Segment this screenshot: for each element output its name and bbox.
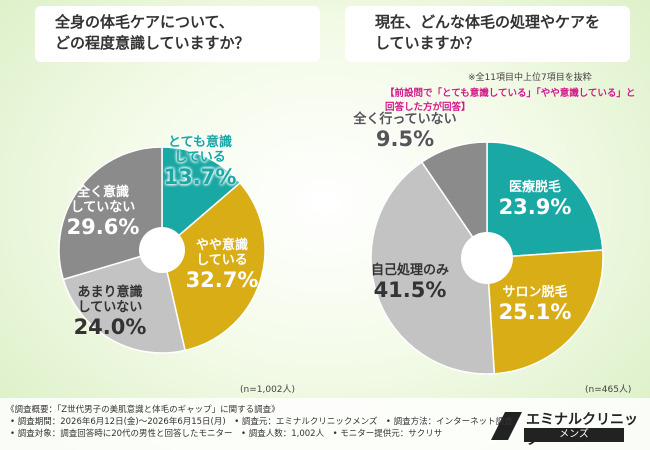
slice-value: 41.5%	[373, 278, 447, 302]
slice-value: 9.5%	[375, 127, 435, 151]
slice-value: 32.7%	[185, 268, 259, 292]
pie-slice	[161, 146, 242, 252]
slice-label: 全く意識 していない	[70, 185, 136, 215]
logo-mark	[491, 412, 522, 440]
logo-name: エミナルクリニック	[526, 412, 638, 448]
slice-value: 29.6%	[66, 215, 140, 239]
slice-label: とても意識 している	[168, 135, 232, 165]
logo-sub: メンズ	[559, 429, 589, 440]
slice-label: 医療脱毛	[508, 180, 561, 195]
donut-hole	[139, 227, 185, 273]
slice-label: 全く行っていない	[353, 112, 457, 127]
note: (n=1,002人)	[240, 385, 296, 395]
pie-slice	[486, 141, 604, 259]
footer-line: • 調査期間：2026年6月12日(金)～2026年6月15日(月) • 調査元…	[10, 417, 513, 427]
pie-slice	[62, 249, 186, 354]
note: (n=465人)	[585, 385, 632, 395]
note: 【前設問で「とても意識している」「やや意識している」と 回答した方が回答】	[385, 88, 636, 113]
slice-value: 24.0%	[73, 315, 147, 339]
slice-label: あまり意識 していない	[77, 285, 143, 315]
pie-slice	[420, 141, 488, 261]
slice-label: サロン脱毛	[502, 285, 568, 300]
title-box	[35, 6, 320, 62]
pie-slice	[370, 161, 496, 375]
slice-label: やや意識 している	[195, 238, 248, 268]
footer-line: 《調査概要：「Z世代男子の美肌意識と体毛のギャップ」に関する調査》	[6, 405, 280, 415]
pie-slice	[486, 249, 604, 375]
slice-value: 23.9%	[498, 195, 572, 219]
chart-title: 現在、どんな体毛の処理やケアを していますか？	[375, 13, 601, 52]
slice-label: 自己処理のみ	[370, 263, 449, 278]
pie-slice	[161, 181, 266, 352]
footer-line: • 調査対象：調査回答時に20代の男性と回答したモニター • 調査人数：1,00…	[10, 429, 443, 439]
title-box	[345, 6, 630, 62]
note: ※全11項目中上位7項目を抜粋	[468, 73, 592, 83]
pie-slice	[58, 146, 163, 281]
slice-value: 13.7%	[163, 165, 237, 189]
donut-hole	[461, 232, 513, 284]
chart-title: 全身の体毛ケアについて、 どの程度意識していますか？	[55, 13, 250, 52]
slice-value: 25.1%	[498, 300, 572, 324]
logo-sub-bg	[524, 428, 624, 442]
